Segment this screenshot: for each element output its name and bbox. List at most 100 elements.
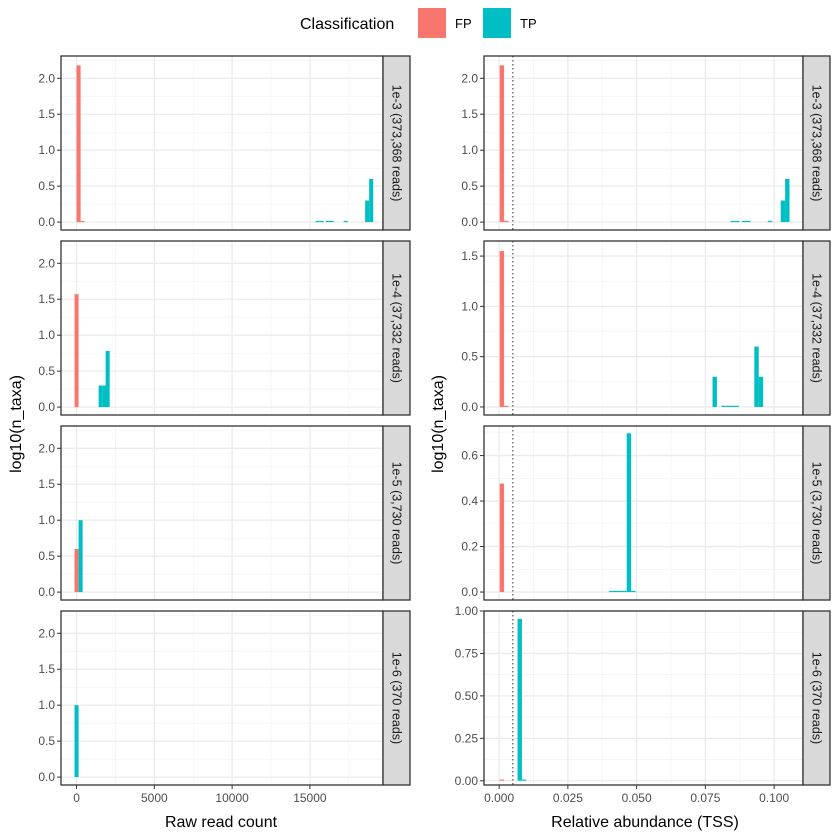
histogram-bar-tp [746,220,751,223]
y-tick-label: 0.5 [38,364,55,378]
facet-strip [802,610,831,786]
y-tick-label: 0.0 [38,400,55,414]
histogram-bar-tp [734,405,739,407]
histogram-bar-tp [785,178,790,223]
y-tick-label: 0.4 [461,494,478,508]
histogram-bar-tp [741,220,747,223]
y-tick-label: 1.0 [38,328,55,342]
left-x-axis-title: Raw read count [165,814,278,831]
legend-label-fp: FP [455,16,472,31]
panel-grid: 1e-3 (373,368 reads)0.00.51.01.52.01e-4 … [38,55,831,805]
y-tick-label: 2.0 [38,256,55,270]
y-tick-label: 1.00 [455,604,479,618]
y-tick-label: 1.5 [461,107,478,121]
panel-background [484,611,803,785]
right-y-axis-title: log10(n_taxa) [430,375,447,473]
histogram-bar-tp [622,590,627,593]
y-tick-label: 1.5 [38,292,55,306]
y-tick-label: 0.2 [461,540,478,554]
x-tick-label: 0.100 [759,791,789,805]
y-tick-label: 0.5 [38,179,55,193]
histogram-bar-tp [721,405,726,407]
histogram-bar-fp [499,65,505,223]
facet-strip [802,425,831,601]
histogram-bar-tp [369,178,374,223]
facet-panel-1-2: 1e-5 (3,730 reads) 0.0 0.2 0.4 0.6 [461,425,831,601]
panel-background [484,241,803,415]
y-tick-label: 1.5 [461,249,478,263]
histogram-bar-tp [329,220,334,223]
histogram-bar-fp [499,483,505,593]
y-tick-label: 2.0 [38,71,55,85]
y-tick-label: 1.5 [38,662,55,676]
histogram-bar-tp [617,590,623,593]
histogram-bar-tp [98,385,103,408]
panel-background [61,241,383,415]
histogram-bar-tp [712,376,717,407]
y-tick-label: 1.5 [38,107,55,121]
legend: Classification FP TP [300,8,537,38]
facet-panel-0-3: 1e-6 (370 reads) 0.0 0.5 1.0 1.5 2.0 0 5000 1000… [38,610,411,805]
histogram-bar-tp [609,590,614,593]
histogram-bar-tp [730,405,735,407]
y-tick-label: 0.0 [461,400,478,414]
x-tick-label: 0.050 [622,791,652,805]
histogram-bar-tp [105,351,110,408]
facet-strip [382,610,411,786]
left-y-axis-title: log10(n_taxa) [8,375,25,473]
histogram-bar-fp [76,65,81,223]
histogram-bar-tp [325,220,330,223]
legend-key-tp [483,8,511,38]
histogram-bar-fp [499,779,505,781]
y-tick-label: 0.0 [38,770,55,784]
histogram-bar-tp [613,590,618,593]
y-tick-label: 0.5 [38,734,55,748]
x-tick-label: 0.000 [484,791,514,805]
y-tick-label: 2.0 [38,441,55,455]
x-tick-label: 10000 [215,791,249,805]
facet-strip-label: 1e-3 (373,368 reads) [390,85,404,202]
y-tick-label: 0.25 [455,731,479,745]
legend-key-fp [418,8,446,38]
histogram-bar-tp [78,520,83,593]
facet-strip [802,240,831,416]
histogram-bar-tp [517,618,522,781]
histogram-bar-tp [730,220,736,223]
histogram-bar-tp [74,705,79,778]
panel-background [484,426,803,600]
x-tick-label: 0.075 [690,791,720,805]
x-tick-label: 5000 [141,791,168,805]
facet-panel-0-1: 1e-4 (37,332 reads) 0.0 0.5 1.0 1.5 2.0 [38,240,411,416]
y-tick-label: 1.0 [38,513,55,527]
facet-panel-0-2: 1e-5 (3,730 reads) 0.0 0.5 1.0 1.5 2.0 [38,425,411,601]
histogram-bar-tp [315,220,320,223]
y-tick-label: 0.75 [455,646,479,660]
y-tick-label: 0.0 [38,585,55,599]
x-tick-label: 0 [73,791,80,805]
facet-strip-label: 1e-4 (37,332 reads) [390,273,404,383]
histogram-bar-fp [74,548,79,593]
histogram-bar-tp [767,220,773,223]
facet-strip-label: 1e-3 (373,368 reads) [810,85,824,202]
facet-strip-label: 1e-5 (3,730 reads) [390,462,404,565]
y-tick-label: 0.5 [38,549,55,563]
histogram-bar-tp [754,346,759,407]
y-tick-label: 2.0 [461,71,478,85]
histogram-bar-tp [735,220,740,223]
histogram-bar-fp [499,251,505,407]
facet-strip-label: 1e-6 (370 reads) [810,652,824,744]
histogram-bar-tp [758,376,764,407]
y-tick-label: 0.00 [455,774,479,788]
y-tick-label: 0.5 [461,179,478,193]
histogram-bar-tp [521,779,527,781]
y-tick-label: 1.0 [461,299,478,313]
y-tick-label: 0.6 [461,449,478,463]
panel-background [61,56,383,230]
y-tick-label: 1.5 [38,477,55,491]
facet-panel-1-0: 1e-3 (373,368 reads) 0.0 0.5 1.0 1.5 2.0 [461,55,831,231]
histogram-bar-fp [504,405,509,407]
y-tick-label: 0.0 [461,215,478,229]
facet-panel-1-1: 1e-4 (37,332 reads) 0.0 0.5 1.0 1.5 [461,240,831,416]
y-tick-label: 0.0 [38,215,55,229]
histogram-bar-fp [74,294,79,408]
